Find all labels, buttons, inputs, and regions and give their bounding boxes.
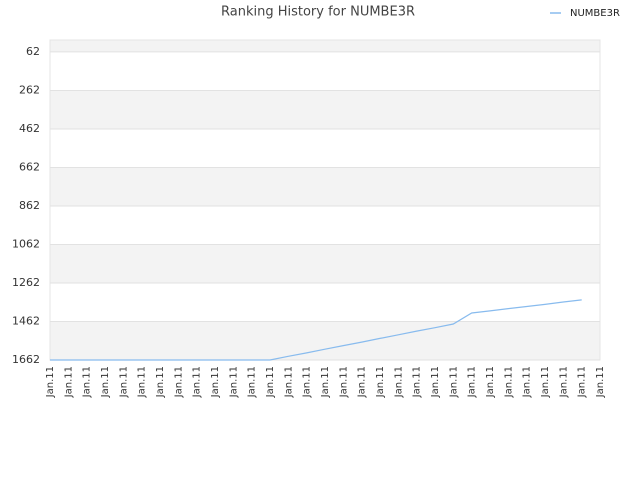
y-tick-label: 62: [26, 45, 40, 58]
x-tick-label: Jan.11: [192, 366, 203, 398]
y-tick-label: 662: [19, 160, 40, 173]
x-tick-label: Jan.11: [155, 366, 166, 398]
x-tick-label: Jan.11: [320, 366, 331, 398]
x-tick-label: Jan.11: [118, 366, 129, 398]
x-tick-label: Jan.11: [540, 366, 551, 398]
plot-band: [50, 244, 600, 283]
x-tick-label: Jan.11: [338, 366, 349, 398]
x-tick-label: Jan.11: [577, 366, 588, 398]
x-tick-label: Jan.11: [82, 366, 93, 398]
x-tick-label: Jan.11: [63, 366, 74, 398]
plot-band: [50, 40, 600, 52]
y-tick-label: 1062: [12, 237, 40, 250]
x-tick-label: Jan.11: [595, 366, 606, 398]
x-tick-label: Jan.11: [412, 366, 423, 398]
x-tick-label: Jan.11: [503, 366, 514, 398]
x-tick-label: Jan.11: [265, 366, 276, 398]
x-tick-label: Jan.11: [302, 366, 313, 398]
x-tick-label: Jan.11: [210, 366, 221, 398]
y-tick-label: 862: [19, 199, 40, 212]
legend-label: NUMBE3R: [570, 8, 620, 19]
plot-band: [50, 321, 600, 360]
x-tick-label: Jan.11: [45, 366, 56, 398]
plot-band: [50, 128, 600, 168]
plot-band: [50, 205, 600, 245]
series-line: [50, 299, 582, 361]
y-tick-label: 1662: [12, 353, 40, 366]
x-tick-label: Jan.11: [357, 366, 368, 398]
x-tick-label: Jan.11: [448, 366, 459, 398]
plot-band: [50, 282, 600, 322]
x-tick-label: Jan.11: [485, 366, 496, 398]
plot-band: [50, 167, 600, 206]
x-tick-label: Jan.11: [173, 366, 184, 398]
plot-band: [50, 90, 600, 129]
x-tick-label: Jan.11: [137, 366, 148, 398]
chart-title: Ranking History for NUMBE3R: [221, 5, 415, 20]
y-tick-label: 1462: [12, 314, 40, 327]
y-tick-label: 1262: [12, 276, 40, 289]
x-tick-label: Jan.11: [558, 366, 569, 398]
plot-band: [50, 51, 600, 91]
y-tick-label: 462: [19, 122, 40, 135]
x-tick-label: Jan.11: [393, 366, 404, 398]
y-tick-label: 262: [19, 83, 40, 96]
x-tick-label: Jan.11: [228, 366, 239, 398]
x-tick-label: Jan.11: [430, 366, 441, 398]
x-tick-label: Jan.11: [100, 366, 111, 398]
x-tick-label: Jan.11: [467, 366, 478, 398]
x-tick-label: Jan.11: [283, 366, 294, 398]
x-tick-label: Jan.11: [522, 366, 533, 398]
x-tick-label: Jan.11: [375, 366, 386, 398]
x-tick-label: Jan.11: [247, 366, 258, 398]
